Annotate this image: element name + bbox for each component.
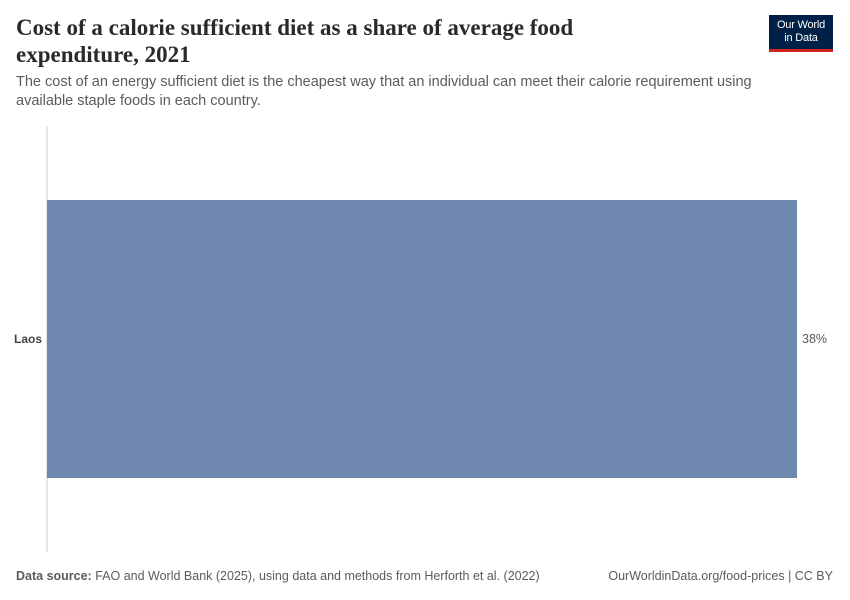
- bar-laos[interactable]: [47, 200, 797, 478]
- category-label: Laos: [14, 332, 42, 346]
- source-link[interactable]: OurWorldinData.org/food-prices | CC BY: [608, 569, 833, 583]
- data-source: Data source: FAO and World Bank (2025), …: [16, 569, 540, 583]
- chart-subtitle: The cost of an energy sufficient diet is…: [16, 74, 752, 109]
- data-source-text: FAO and World Bank (2025), using data an…: [95, 569, 540, 583]
- chart-title: Cost of a calorie sufficient diet as a s…: [16, 15, 574, 67]
- data-source-label: Data source:: [16, 569, 92, 583]
- owid-logo[interactable]: Our World in Data: [769, 15, 833, 52]
- value-label: 38%: [802, 332, 827, 346]
- logo-line-1: Our World: [776, 19, 826, 31]
- logo-line-2: in Data: [784, 32, 818, 44]
